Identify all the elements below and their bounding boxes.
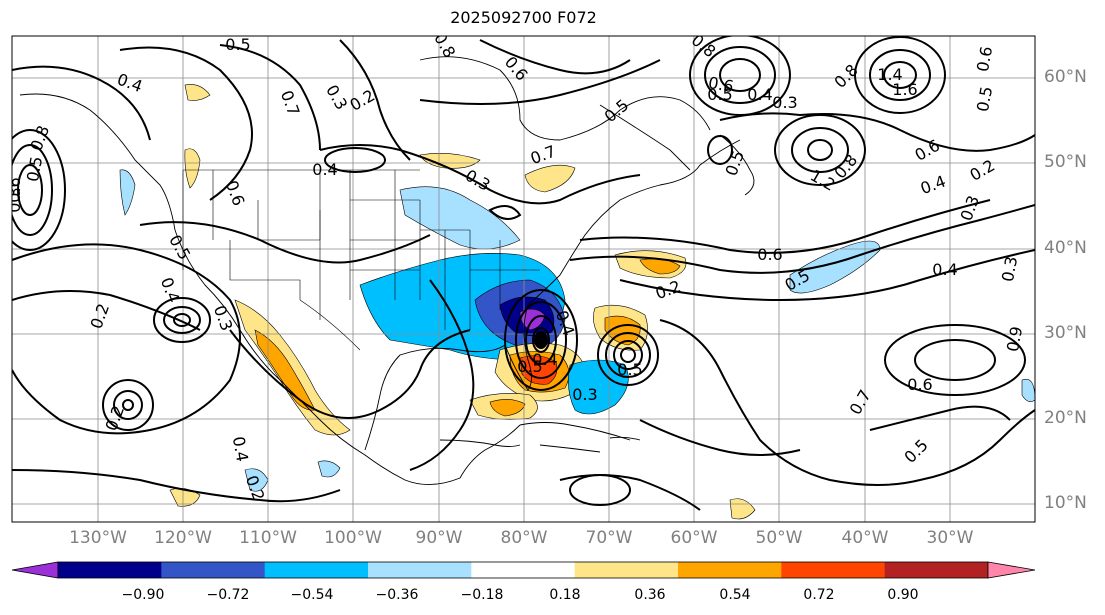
lon-label-120w: 120°W: [154, 528, 212, 548]
contour-label: 1.4: [877, 65, 902, 84]
contour-label: 0.3: [998, 255, 1021, 283]
contour-label: 0.2: [87, 301, 114, 331]
contour-label: 0.6: [911, 136, 943, 165]
lon-label-60w: 60°W: [670, 528, 718, 548]
state-borders: [182, 169, 540, 351]
contour-label: 0.4: [229, 435, 252, 463]
lon-label-130w: 130°W: [69, 528, 127, 548]
contour-label: 0.6: [707, 73, 735, 96]
shade-small-blue3: [119, 169, 136, 216]
contour-label: 0.9: [1003, 325, 1026, 353]
lat-label-10n: 10°N: [1044, 493, 1087, 513]
contour-label: 0.6: [5, 177, 24, 202]
contour-label: 0.8: [430, 29, 459, 61]
gridlines: [12, 36, 1035, 522]
contour-label: 0.5: [722, 148, 749, 178]
shade-small-blue4: [1021, 378, 1035, 402]
map-frame: [11, 35, 1036, 523]
contour-label: 0.4: [532, 350, 557, 369]
contour-label: 0.6: [501, 53, 532, 85]
shade-cyan-south: [568, 359, 629, 415]
shade-small-yellow3: [184, 84, 211, 101]
contour-label: 0.5: [23, 155, 46, 183]
lon-label-110w: 110°W: [239, 528, 297, 548]
lat-label-50n: 50°N: [1044, 152, 1087, 172]
cbar-tick-label: −0.90: [121, 587, 165, 603]
contour-label: 0.7: [528, 142, 558, 169]
contour-label: 1.6: [892, 80, 917, 99]
shade-west-yellow: [184, 148, 201, 189]
cbar-tick-label: 0.90: [887, 587, 919, 603]
shade-atlantic-blue: [789, 240, 881, 294]
lon-label-70w: 70°W: [585, 528, 633, 548]
contour-label: 0.4: [157, 275, 184, 305]
cbar-tick-label: 0.36: [634, 587, 666, 603]
lon-label-50w: 50°W: [755, 528, 803, 548]
contour-label: 0.6: [973, 45, 996, 73]
shade-small-blue2: [317, 460, 341, 478]
cbar-tick-label: −0.72: [206, 587, 250, 603]
contour-label: 0.5: [973, 85, 996, 113]
coastline: [19, 56, 755, 485]
contour-label: 0.6: [757, 245, 782, 264]
contour-label: 0.5: [900, 435, 931, 466]
contour-label: 0.4: [932, 260, 957, 279]
contour-label: 0.2: [653, 277, 683, 304]
contour-label: 0.6: [907, 375, 932, 394]
contour-label: 0.7: [277, 88, 304, 118]
shade-canada-yellow2: [524, 164, 576, 193]
contour-label: 0.4: [918, 172, 948, 199]
contour-label: 0.5: [707, 85, 732, 104]
lon-label-30w: 30°W: [926, 528, 974, 548]
contour-lines: [12, 36, 1035, 511]
lon-label-90w: 90°W: [415, 528, 463, 548]
contour-label: 0.4: [747, 85, 772, 104]
lat-label-40n: 40°N: [1044, 238, 1087, 258]
contour-label: 0.5: [225, 35, 250, 54]
contour-label: 0.6: [222, 178, 249, 208]
contour-labels: 0.50.4 0.30.20.70.80.60.50.4 0.30.60.50.40…: [5, 29, 1026, 503]
contour-label: 0.7: [846, 386, 875, 418]
lat-label-60n: 60°N: [1044, 67, 1087, 87]
lon-label-40w: 40°W: [841, 528, 889, 548]
contour-label: 0.3: [5, 187, 24, 212]
lat-label-30n: 30°N: [1044, 323, 1087, 343]
contour-label: 0.3: [772, 93, 797, 112]
cbar-tick-label: 0.72: [803, 587, 835, 603]
shade-small-yellow2: [729, 498, 756, 520]
contour-label: 0.3: [210, 303, 237, 333]
shaded-anomaly: [119, 84, 1035, 520]
cbar-tick-label: −0.18: [460, 587, 504, 603]
shade-mexico-yellow: [234, 299, 351, 436]
lon-label-80w: 80°W: [500, 528, 548, 548]
cbar-tick-label: 0.18: [549, 587, 581, 603]
contour-label: 0.8: [27, 123, 54, 153]
contour-label: 0.4: [312, 160, 337, 179]
lat-label-20n: 20°N: [1044, 408, 1087, 428]
cbar-tick-label: −0.54: [290, 587, 334, 603]
shade-cuba-orange: [489, 399, 526, 417]
lon-label-100w: 100°W: [324, 528, 382, 548]
contour-label: 0.3: [462, 166, 494, 195]
contour-label: 0.5: [617, 360, 642, 379]
contour-label: 0.2: [966, 156, 998, 185]
cbar-tick-label: 0.54: [719, 587, 751, 603]
map-title: 2025092700 F072: [450, 8, 597, 27]
contour-label: 0.3: [957, 193, 984, 223]
cbar-tick-label: −0.36: [375, 587, 419, 603]
contour-label: 0.5: [517, 357, 542, 376]
contour-label: 0.3: [572, 385, 597, 404]
